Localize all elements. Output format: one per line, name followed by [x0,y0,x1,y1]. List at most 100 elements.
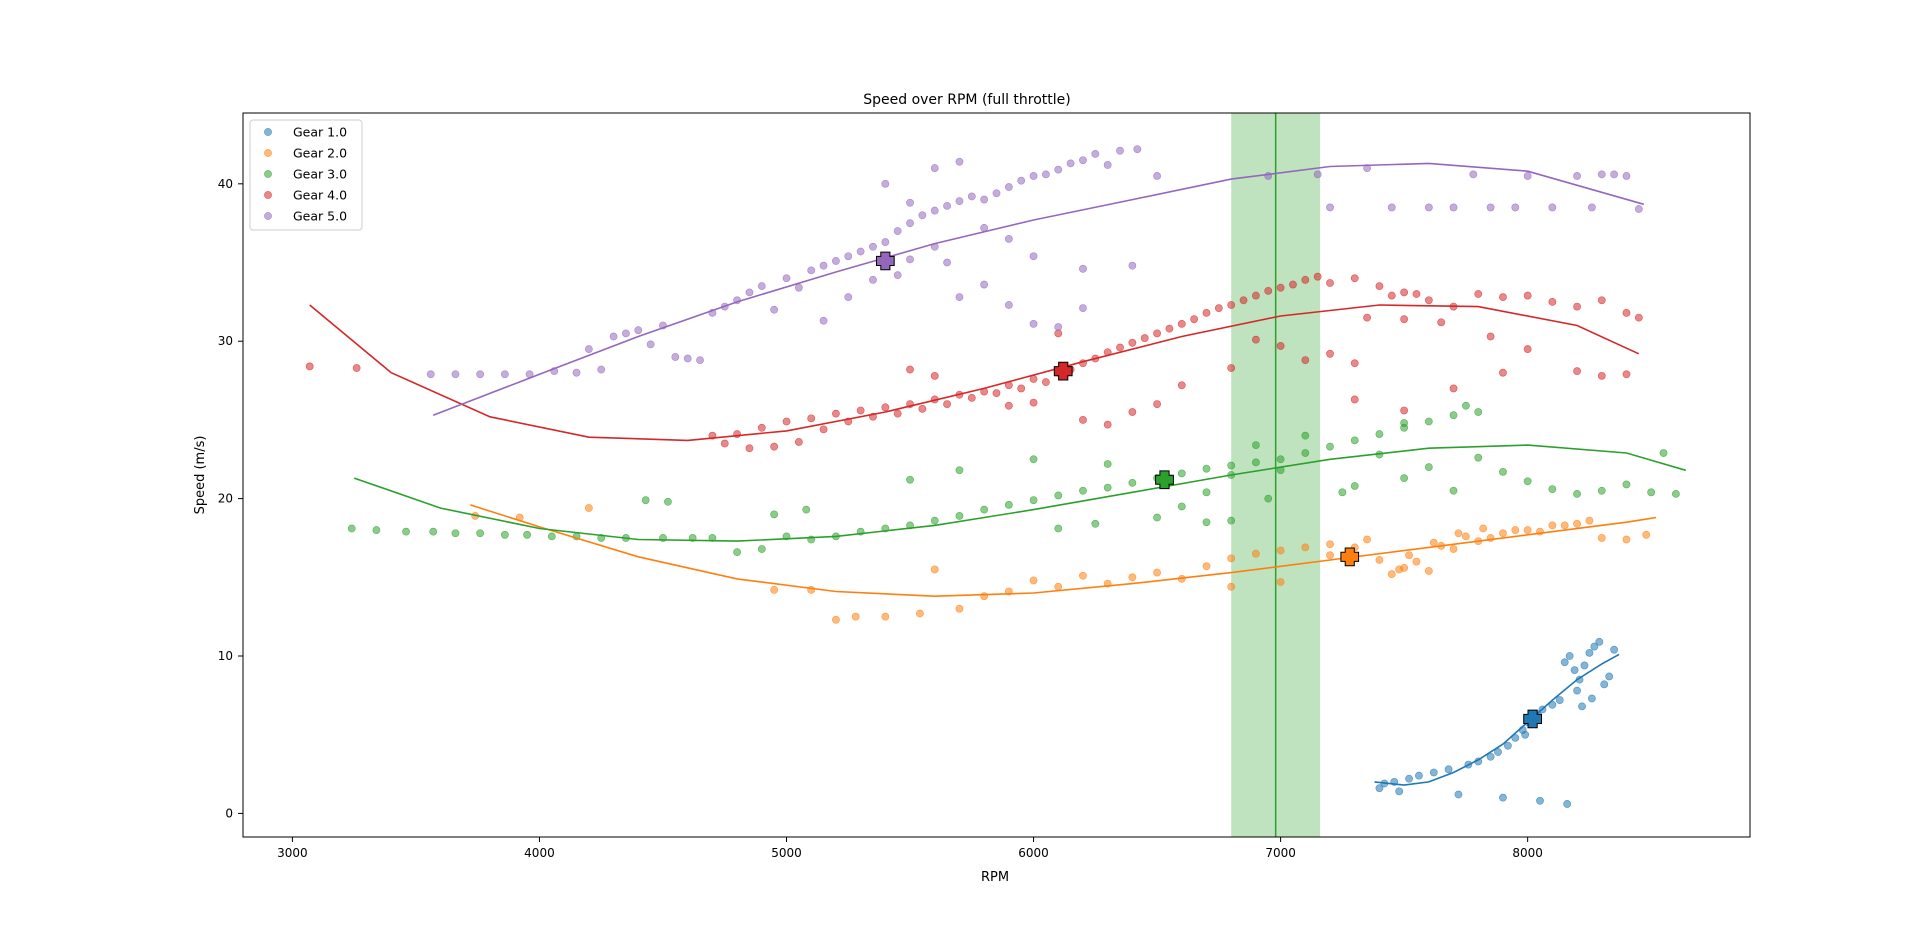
data-point [1671,489,1680,498]
data-point [634,326,643,335]
data-point [1079,304,1087,313]
data-point [1548,203,1557,212]
data-point [1424,463,1433,472]
data-point [1054,582,1063,591]
data-point [1548,485,1557,494]
data-point [1252,458,1260,467]
data-point [1363,313,1371,322]
x-tick-label: 8000 [1512,846,1543,860]
data-point [1449,384,1458,393]
x-tick-label: 3000 [277,846,308,860]
data-point [1375,430,1384,438]
data-point [1177,502,1186,511]
data-point [1429,538,1438,547]
data-point [1474,408,1483,416]
data-point [1153,513,1161,522]
series-3-points [347,401,1680,557]
data-point [1647,488,1656,497]
legend-marker [264,191,272,199]
legend-entry: Gear 5.0 [293,209,347,224]
data-point [1634,205,1643,213]
data-point [347,524,356,533]
data-point [819,316,828,325]
data-point [807,266,816,275]
data-point [1523,291,1532,300]
data-point [832,615,840,624]
data-point [1128,338,1137,347]
data-point [1227,364,1236,372]
data-point [1622,535,1631,544]
data-point [1252,291,1260,300]
data-point [1301,356,1310,365]
data-point [1449,203,1458,212]
y-axis-label: Speed (m/s) [193,436,208,515]
y-tick-label: 30 [218,334,233,348]
data-point [1580,661,1589,670]
data-point [683,354,692,363]
data-point [451,370,460,379]
series-5-points [426,145,1643,379]
data-point [893,409,902,418]
gear-3-marker [1155,470,1174,490]
x-axis-label: RPM [981,870,1009,885]
data-point [844,293,853,302]
data-point [1350,395,1359,404]
data-point [794,283,803,292]
data-point [1511,203,1520,212]
data-point [1560,658,1569,667]
data-point [955,604,964,613]
data-point [1573,489,1581,498]
data-point [745,444,754,453]
data-point [1375,784,1384,793]
data-point [1350,359,1359,368]
data-point [906,475,914,484]
data-point [770,585,779,594]
data-point [1563,800,1572,808]
data-point [832,257,840,265]
data-point [1597,534,1606,542]
data-point [1605,672,1614,681]
data-point [1503,741,1512,750]
data-point [696,356,704,365]
legend-marker [264,170,272,178]
data-point [1313,170,1322,179]
data-point [1454,529,1463,538]
data-point [733,548,741,557]
series-4-points [305,272,1643,453]
legend-box [249,119,363,231]
data-point [930,516,939,525]
data-point [1227,301,1236,309]
data-point [1474,453,1483,462]
data-point [1634,313,1643,322]
data-point [1042,378,1050,387]
data-point [1029,172,1038,180]
data-point [906,198,914,207]
data-point [1004,501,1013,509]
data-point [1595,637,1604,646]
data-point [893,227,902,235]
data-point [1395,787,1404,796]
data-point [1029,320,1038,328]
data-point [906,365,914,374]
data-point [1479,524,1488,533]
series-1-points [1375,637,1619,808]
data-point [1486,752,1495,761]
data-point [1570,666,1579,675]
data-point [1239,296,1248,305]
data-point [1511,526,1520,534]
data-point [429,527,438,536]
data-point [1597,371,1606,380]
data-point [1017,176,1026,185]
data-point [1103,420,1112,429]
data-point [745,288,754,297]
data-point [1405,774,1413,783]
data-point [1622,172,1631,180]
data-point [1091,150,1100,158]
data-point [1042,170,1050,179]
data-point [1116,146,1124,155]
data-point [609,332,618,341]
data-point [832,409,840,418]
data-point [1153,568,1161,577]
data-point [1202,488,1211,497]
data-point [918,404,927,413]
